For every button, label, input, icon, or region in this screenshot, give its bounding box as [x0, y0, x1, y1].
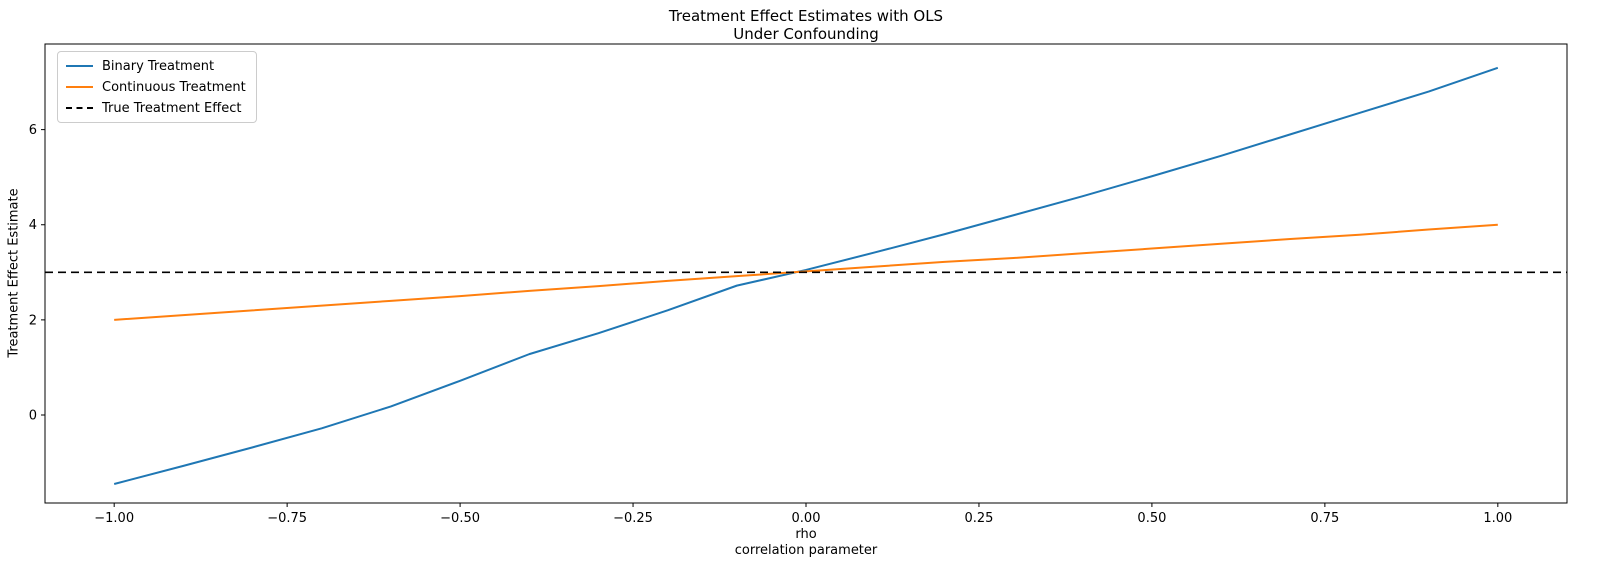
y-tick-label: 4: [29, 218, 37, 233]
legend-item-binary-treatment: Binary Treatment: [66, 58, 246, 74]
x-axis-label: rho correlation parameter: [45, 527, 1567, 559]
chart-title: Treatment Effect Estimates with OLS Unde…: [45, 7, 1567, 43]
legend-line-sample-dashed-black: [66, 107, 93, 109]
x-tick-label: −1.00: [94, 511, 134, 526]
x-tick-label: 0.00: [792, 511, 821, 526]
x-tick-label: 0.25: [964, 511, 993, 526]
legend-item-continuous-treatment: Continuous Treatment: [66, 79, 246, 95]
x-tick-label: 1.00: [1483, 511, 1512, 526]
x-axis-label-line2: correlation parameter: [734, 543, 878, 558]
x-tick-label: −0.50: [440, 511, 480, 526]
x-tick-label: −0.25: [613, 511, 653, 526]
y-tick-label: 0: [29, 409, 37, 424]
y-tick-label: 2: [29, 313, 37, 328]
legend-line-sample-solid-blue: [66, 65, 93, 67]
x-tick-label: −0.75: [267, 511, 307, 526]
legend-label: Continuous Treatment: [102, 79, 246, 95]
axes-spines: [44, 43, 1568, 504]
x-tick-label: 0.75: [1310, 511, 1339, 526]
chart-title-line1: Treatment Effect Estimates with OLS: [668, 7, 944, 25]
legend-label: Binary Treatment: [102, 58, 215, 74]
legend: Binary Treatment Continuous Treatment Tr…: [57, 51, 257, 123]
x-axis-label-line1: rho: [795, 527, 817, 542]
y-axis-label: Treatment Effect Estimate: [6, 188, 22, 358]
legend-item-true-treatment-effect: True Treatment Effect: [66, 100, 246, 116]
y-tick-label: 6: [29, 123, 37, 138]
x-tick-label: 0.50: [1137, 511, 1166, 526]
chart-title-line2: Under Confounding: [733, 25, 879, 43]
binary-treatment-line: [113, 66, 1499, 485]
legend-line-sample-solid-orange: [66, 86, 93, 88]
continuous-treatment-line: [114, 223, 1498, 321]
legend-label: True Treatment Effect: [102, 100, 242, 116]
